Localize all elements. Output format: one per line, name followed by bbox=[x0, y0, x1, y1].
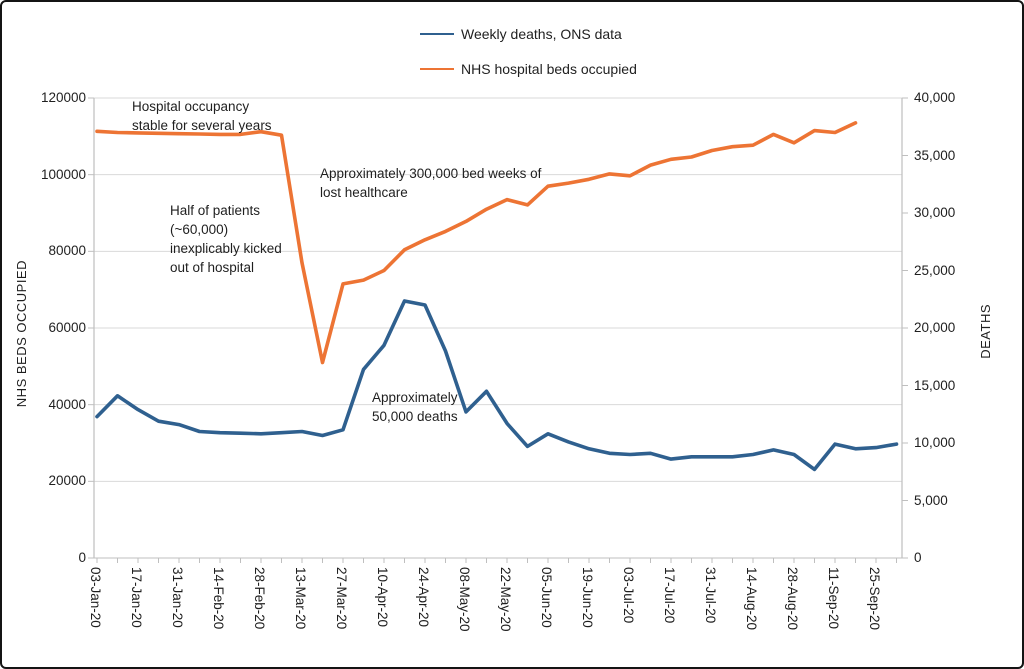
x-tick-label-03-Jul-20: 03-Jul-20 bbox=[621, 567, 636, 624]
x-tick-label-14-Feb-20: 14-Feb-20 bbox=[211, 567, 226, 630]
legend-line-sample-orange bbox=[420, 68, 454, 70]
x-tick-label-13-Mar-20: 13-Mar-20 bbox=[293, 567, 308, 630]
left-tick-label-120000: 120000 bbox=[40, 90, 86, 105]
legend-label-beds: NHS hospital beds occupied bbox=[461, 61, 637, 77]
x-tick-label-31-Jan-20: 31-Jan-20 bbox=[170, 567, 185, 628]
x-tick-label-08-May-20: 08-May-20 bbox=[457, 567, 472, 632]
right-axis-title: DEATHS bbox=[978, 304, 993, 359]
left-tick-label-100000: 100000 bbox=[40, 166, 86, 182]
series-line-deaths bbox=[95, 299, 899, 472]
x-tick-label-11-Sep-20: 11-Sep-20 bbox=[826, 567, 841, 630]
right-tick-label-5,000: 5,000 bbox=[914, 492, 948, 508]
x-tick-label-03-Jan-20: 03-Jan-20 bbox=[88, 567, 103, 628]
legend-label-deaths: Weekly deaths, ONS data bbox=[461, 26, 622, 42]
left-tick-label-60000: 60000 bbox=[48, 320, 86, 335]
right-tick-label-35,000: 35,000 bbox=[914, 147, 956, 163]
x-tick-label-28-Feb-20: 28-Feb-20 bbox=[252, 567, 267, 630]
right-tick-label-0: 0 bbox=[914, 550, 922, 565]
legend-item-deaths: Weekly deaths, ONS data bbox=[420, 20, 637, 48]
left-tick-label-0: 0 bbox=[78, 550, 86, 565]
x-tick-label-25-Sep-20: 25-Sep-20 bbox=[867, 567, 882, 631]
left-axis-title: NHS BEDS OCCUPIED bbox=[14, 260, 29, 408]
x-tick-label-14-Aug-20: 14-Aug-20 bbox=[744, 567, 759, 631]
x-tick-label-28-Aug-20: 28-Aug-20 bbox=[785, 567, 800, 631]
x-tick-label-17-Jul-20: 17-Jul-20 bbox=[662, 567, 677, 624]
series-line-beds bbox=[95, 121, 858, 365]
x-tick-label-24-Apr-20: 24-Apr-20 bbox=[416, 567, 431, 628]
annotation-deaths: Approximately 50,000 deaths bbox=[372, 390, 458, 424]
legend-item-beds: NHS hospital beds occupied bbox=[420, 55, 637, 83]
right-tick-label-20,000: 20,000 bbox=[914, 320, 956, 335]
right-tick-label-25,000: 25,000 bbox=[914, 262, 956, 278]
annotation-bed-weeks: Approximately 300,000 bed weeks of lost … bbox=[320, 166, 542, 200]
right-tick-label-15,000: 15,000 bbox=[914, 377, 956, 393]
right-tick-label-30,000: 30,000 bbox=[914, 205, 956, 220]
legend: Weekly deaths, ONS data NHS hospital bed… bbox=[420, 20, 637, 90]
x-tick-label-31-Jul-20: 31-Jul-20 bbox=[703, 567, 718, 624]
x-tick-label-27-Mar-20: 27-Mar-20 bbox=[334, 567, 349, 630]
x-tick-label-05-Jun-20: 05-Jun-20 bbox=[539, 567, 554, 628]
x-tick-label-19-Jun-20: 19-Jun-20 bbox=[580, 567, 595, 628]
x-tick-label-22-May-20: 22-May-20 bbox=[498, 567, 513, 632]
right-tick-label-40,000: 40,000 bbox=[914, 90, 956, 105]
left-tick-label-40000: 40000 bbox=[48, 396, 86, 412]
legend-line-sample-blue bbox=[420, 33, 454, 35]
x-tick-label-17-Jan-20: 17-Jan-20 bbox=[129, 567, 144, 628]
left-tick-label-80000: 80000 bbox=[48, 243, 86, 259]
annotation-hospital-occupancy: Hospital occupancy stable for several ye… bbox=[132, 99, 272, 133]
right-tick-label-10,000: 10,000 bbox=[914, 435, 956, 450]
annotation-half-patients: Half of patients (~60,000) inexplicably … bbox=[170, 203, 282, 275]
x-tick-label-10-Apr-20: 10-Apr-20 bbox=[375, 567, 390, 628]
left-tick-label-20000: 20000 bbox=[48, 473, 86, 489]
